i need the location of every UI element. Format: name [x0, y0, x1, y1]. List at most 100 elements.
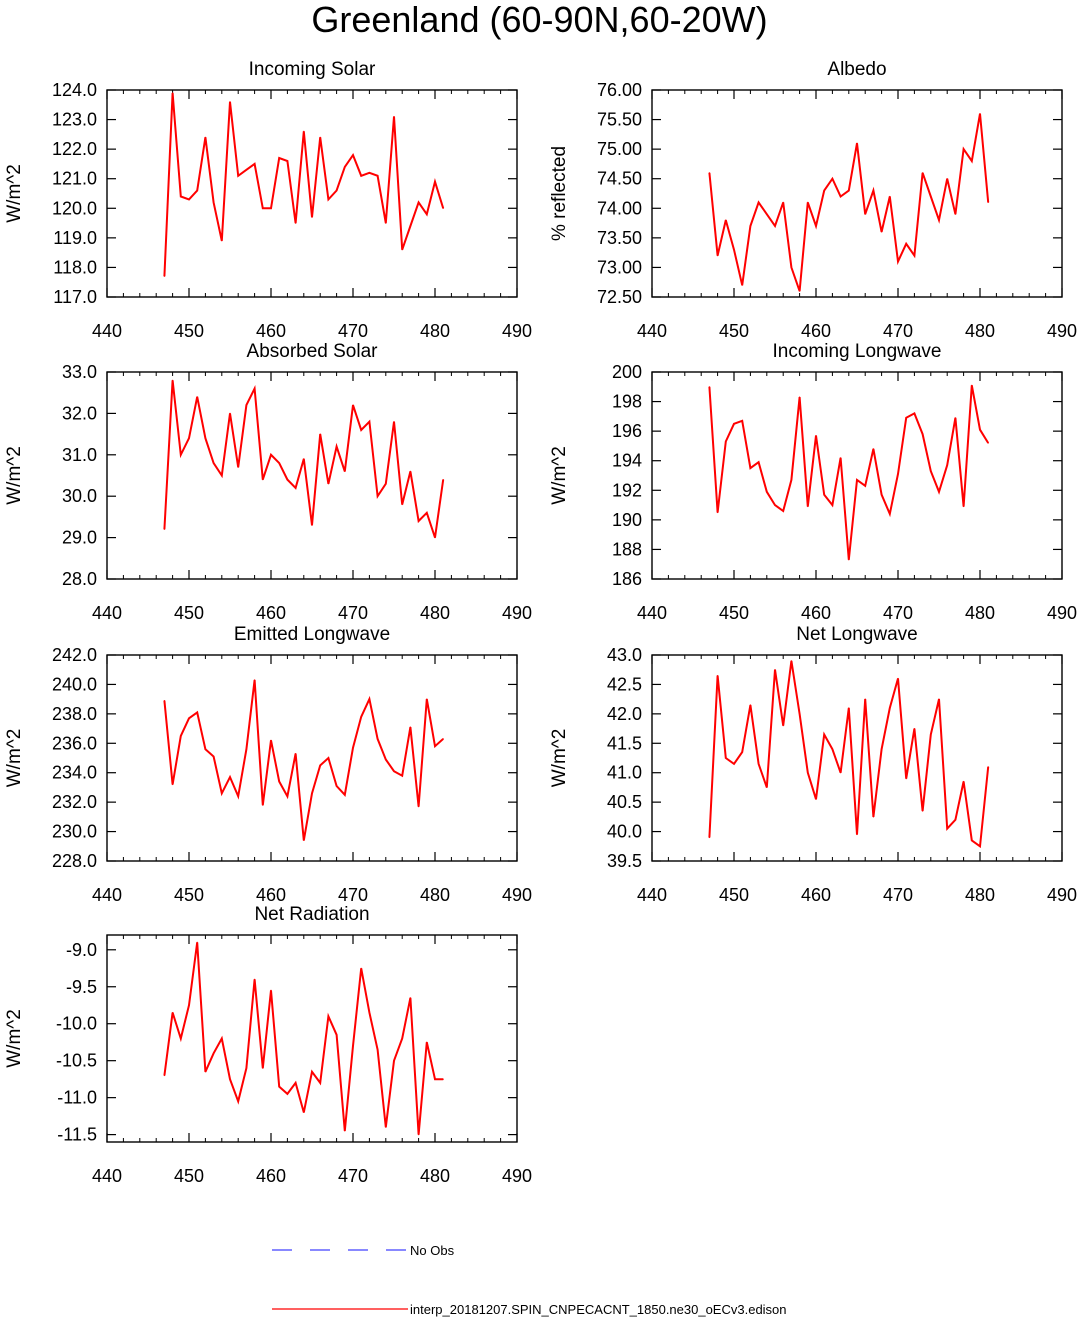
data-point [360, 175, 362, 177]
panel-title: Net Radiation [254, 904, 369, 925]
data-point [188, 1004, 190, 1006]
data-point [807, 201, 809, 203]
data-point [196, 711, 198, 714]
data-point [758, 461, 760, 463]
y-tick-label: 192 [612, 480, 642, 500]
data-point [319, 433, 321, 435]
data-point [344, 1130, 346, 1132]
data-point [426, 213, 428, 215]
data-point [270, 989, 272, 992]
y-tick-label: 196 [612, 421, 642, 441]
data-point [336, 189, 338, 192]
y-tick-label: 236.0 [52, 733, 97, 753]
data-point [442, 207, 444, 209]
x-tick-label: 490 [1047, 885, 1077, 905]
data-point [163, 700, 165, 702]
data-point [221, 792, 223, 794]
data-point [872, 816, 875, 818]
data-point [889, 513, 891, 515]
x-tick-label: 450 [719, 885, 749, 905]
x-tick-label: 460 [256, 885, 286, 905]
data-point [270, 739, 272, 741]
panel-title: Incoming Solar [249, 59, 376, 80]
y-tick-label: 242.0 [52, 645, 97, 665]
y-tick-label: 124.0 [52, 80, 97, 100]
data-point [245, 748, 247, 750]
data-point [938, 491, 940, 493]
x-tick-label: 480 [965, 603, 995, 623]
data-point [418, 806, 420, 808]
x-tick-label: 440 [92, 885, 122, 905]
data-point [295, 1082, 297, 1084]
x-tick-label: 470 [338, 1166, 368, 1186]
legend: No Obs interp_20181207.SPIN_CNPECACNT_18… [272, 1243, 787, 1317]
plot-frame [651, 89, 1063, 298]
data-point [434, 537, 436, 539]
panel-title: Emitted Longwave [234, 624, 390, 645]
data-point [733, 763, 735, 765]
data-point [229, 101, 231, 103]
data-point [196, 189, 198, 192]
x-tick-label: 460 [801, 885, 831, 905]
y-tick-label: 238.0 [52, 704, 97, 724]
y-tick-label: 41.5 [607, 733, 642, 753]
plot-frame [106, 654, 518, 862]
data-point [188, 717, 190, 719]
data-point [823, 733, 825, 736]
series-line [708, 660, 990, 849]
data-point [196, 941, 198, 944]
data-point [163, 1074, 165, 1077]
data-point [717, 511, 719, 514]
series-line [163, 679, 444, 841]
data-point [393, 116, 395, 118]
y-tick-label: 190 [612, 510, 642, 530]
data-point [303, 1111, 305, 1113]
y-tick-label: 33.0 [62, 362, 97, 382]
data-point [213, 201, 215, 203]
data-point [897, 677, 899, 680]
data-point [229, 412, 231, 414]
data-point [741, 284, 743, 286]
x-tick-label: 450 [174, 885, 204, 905]
data-point [426, 698, 428, 700]
x-tick-label: 470 [338, 885, 368, 905]
y-tick-label: 186 [612, 569, 642, 589]
data-point [922, 433, 924, 435]
data-point [987, 442, 989, 444]
data-point [262, 804, 264, 806]
data-point [905, 778, 907, 780]
data-point [188, 437, 190, 439]
data-point [979, 845, 981, 847]
panel-title: Net Longwave [796, 624, 917, 645]
data-point [963, 148, 965, 150]
y-tick-label: 75.00 [597, 139, 642, 159]
data-point [360, 716, 362, 718]
plot-frame [106, 89, 518, 298]
y-tick-label: 72.50 [597, 287, 642, 307]
data-point [708, 836, 711, 839]
y-tick-label: 39.5 [607, 851, 642, 871]
y-tick-label: 122.0 [52, 139, 97, 159]
data-point [418, 520, 420, 522]
data-point [352, 154, 354, 156]
data-point [286, 1093, 288, 1095]
y-axis-label: W/m^2 [4, 164, 25, 223]
y-tick-label: -10.0 [56, 1014, 97, 1034]
data-point [963, 505, 965, 508]
data-point [180, 1037, 182, 1040]
data-point [409, 470, 411, 472]
data-point [286, 160, 288, 162]
data-point [922, 172, 924, 174]
data-point [311, 216, 313, 218]
data-point [385, 483, 387, 485]
data-point [930, 733, 932, 736]
data-point [856, 833, 858, 836]
data-point [237, 795, 239, 797]
panel-net-longwave: Net Longwave 440 450 460 470 480 490 39.5 40.0 40… [549, 624, 1077, 905]
data-point [864, 698, 866, 700]
data-point [286, 795, 288, 797]
data-point [295, 487, 297, 489]
data-point [905, 417, 907, 419]
data-point [303, 130, 305, 132]
